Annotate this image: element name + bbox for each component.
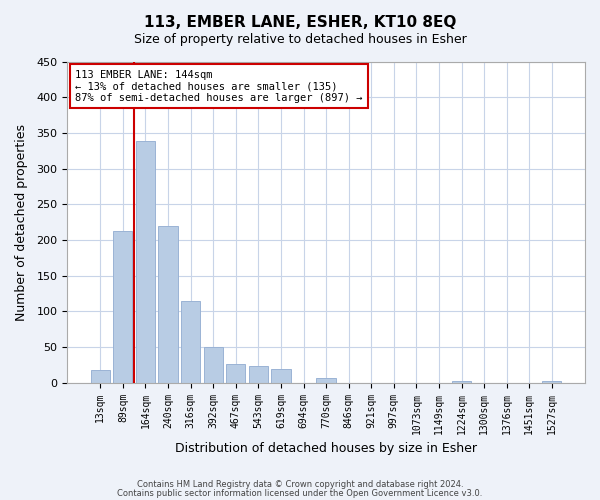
Text: 113 EMBER LANE: 144sqm
← 13% of detached houses are smaller (135)
87% of semi-de: 113 EMBER LANE: 144sqm ← 13% of detached…	[75, 70, 362, 102]
Bar	[113, 230, 133, 383]
Bar	[452, 382, 471, 383]
Bar	[542, 382, 562, 383]
Text: Contains HM Land Registry data © Crown copyright and database right 2024.: Contains HM Land Registry data © Crown c…	[137, 480, 463, 489]
Text: Contains public sector information licensed under the Open Government Licence v3: Contains public sector information licen…	[118, 488, 482, 498]
Bar	[136, 142, 155, 383]
Text: Size of property relative to detached houses in Esher: Size of property relative to detached ho…	[134, 32, 466, 46]
Text: 113, EMBER LANE, ESHER, KT10 8EQ: 113, EMBER LANE, ESHER, KT10 8EQ	[144, 15, 456, 30]
Y-axis label: Number of detached properties: Number of detached properties	[15, 124, 28, 320]
Bar	[91, 370, 110, 383]
Bar	[271, 370, 290, 383]
Bar	[226, 364, 245, 383]
Bar	[158, 226, 178, 383]
X-axis label: Distribution of detached houses by size in Esher: Distribution of detached houses by size …	[175, 442, 477, 455]
Bar	[249, 366, 268, 383]
Bar	[316, 378, 335, 383]
Bar	[203, 347, 223, 383]
Bar	[181, 302, 200, 383]
